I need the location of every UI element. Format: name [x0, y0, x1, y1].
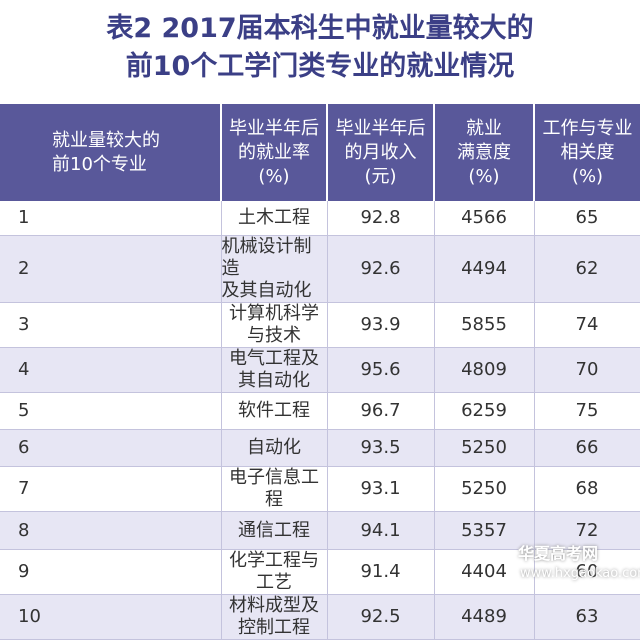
major-name-cell: 化学工程与工艺 [221, 549, 328, 595]
header-employment-rate: 毕业半年后 的就业率 (%) [221, 104, 328, 201]
major-name-cell: 通信工程 [221, 511, 328, 550]
title-line-2: 前10个工学门类专业的就业情况 [125, 51, 515, 82]
satisfaction-cell: 72 [534, 511, 640, 550]
satisfaction-cell: 74 [534, 302, 640, 348]
monthly-income-cell: 5357 [434, 511, 535, 550]
monthly-income-cell: 5250 [434, 429, 535, 467]
employment-rate-cell: 93.1 [327, 466, 435, 512]
major-name-cell: 电气工程及其自动化 [221, 347, 328, 393]
row-index-cell: 3 [0, 302, 222, 348]
row-index-cell: 1 [0, 201, 222, 236]
header-satisfaction: 就业 满意度 (%) [434, 104, 535, 201]
major-name-cell: 软件工程 [221, 392, 328, 430]
monthly-income-cell: 5855 [434, 302, 535, 348]
satisfaction-cell: 60 [534, 549, 640, 595]
major-name-cell: 土木工程 [221, 201, 328, 236]
major-name-line-2: 及其自动化 [221, 280, 312, 301]
header-monthly-income: 毕业半年后 的月收入 (元) [327, 104, 435, 201]
major-name-cell: 电子信息工程 [221, 466, 328, 512]
satisfaction-cell: 70 [534, 347, 640, 393]
title-line-1: 表2 2017届本科生中就业量较大的 [106, 13, 534, 44]
row-index-cell: 8 [0, 511, 222, 550]
satisfaction-cell: 63 [534, 594, 640, 640]
row-index-cell: 4 [0, 347, 222, 393]
employment-rate-cell: 96.7 [327, 392, 435, 430]
major-name-cell: 材料成型及控制工程 [221, 594, 328, 640]
major-name-line-1: 机械设计制造 [221, 236, 312, 279]
satisfaction-cell: 66 [534, 429, 640, 467]
satisfaction-cell: 75 [534, 392, 640, 430]
row-index-cell: 2 [0, 235, 222, 303]
monthly-income-cell: 4494 [434, 235, 535, 303]
employment-rate-cell: 92.5 [327, 594, 435, 640]
employment-rate-cell: 91.4 [327, 549, 435, 595]
header-relevance: 工作与专业 相关度 (%) [534, 104, 640, 201]
monthly-income-cell: 4809 [434, 347, 535, 393]
major-name-cell: 机械设计制造 及其自动化 [221, 235, 328, 303]
employment-rate-cell: 92.6 [327, 235, 435, 303]
monthly-income-cell: 6259 [434, 392, 535, 430]
row-index-cell: 9 [0, 549, 222, 595]
employment-rate-cell: 93.9 [327, 302, 435, 348]
header-row: 就业量较大的 前10个专业 毕业半年后 的就业率 (%) 毕业半年后 的月收入 (元) 就… [0, 104, 640, 201]
watermark-brand: 华夏高考网 [518, 544, 599, 563]
employment-rate-cell: 92.8 [327, 201, 435, 236]
monthly-income-cell: 5250 [434, 466, 535, 512]
major-name-cell: 计算机科学与技术 [221, 302, 328, 348]
employment-rate-cell: 93.5 [327, 429, 435, 467]
monthly-income-cell: 4489 [434, 594, 535, 640]
satisfaction-cell: 65 [534, 201, 640, 236]
watermark-site: www.hxgaokao.com [520, 566, 640, 581]
row-index-cell: 6 [0, 429, 222, 467]
row-index-cell: 7 [0, 466, 222, 512]
satisfaction-cell: 62 [534, 235, 640, 303]
employment-rate-cell: 95.6 [327, 347, 435, 393]
monthly-income-cell: 4566 [434, 201, 535, 236]
employment-rate-cell: 94.1 [327, 511, 435, 550]
major-name-cell: 自动化 [221, 429, 328, 467]
monthly-income-cell: 4404 [434, 549, 535, 595]
table-title: 表2 2017届本科生中就业量较大的 前10个工学门类专业的就业情况 [0, 10, 640, 86]
header-major: 就业量较大的 前10个专业 [0, 104, 222, 201]
row-index-cell: 5 [0, 392, 222, 430]
row-index-cell: 10 [0, 594, 222, 640]
satisfaction-cell: 68 [534, 466, 640, 512]
